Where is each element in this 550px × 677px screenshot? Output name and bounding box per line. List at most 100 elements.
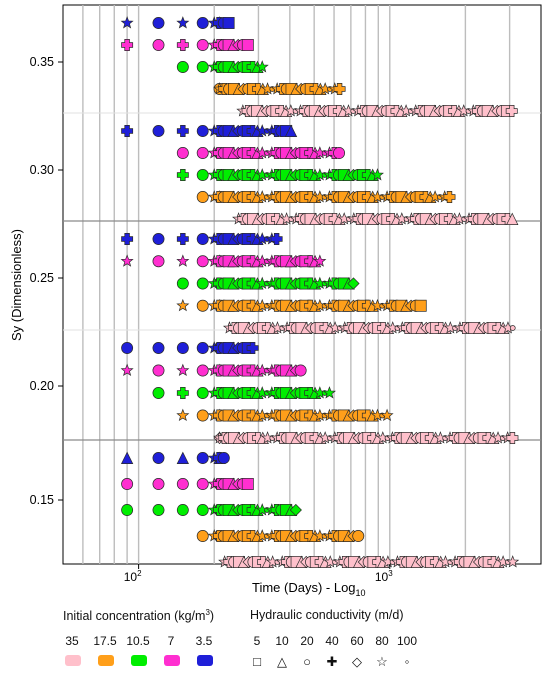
series-row-10.5 [121,503,302,517]
marker-star [322,386,336,399]
marker-star [313,254,327,267]
marker-circle [152,17,165,29]
series-row-17.5 [196,190,456,204]
sy-group-0.15 [120,451,520,569]
marker-circle [352,530,365,542]
marker-triangle [506,212,519,225]
series-row-3.5 [121,341,259,355]
marker-circle [152,255,165,268]
marker-circle [176,277,189,290]
marker-cross [270,233,283,245]
marker-small-circle [509,325,516,331]
marker-circle [152,125,165,137]
marker-cross [333,83,346,95]
series-row-10.5 [176,60,269,74]
series-row-7 [120,363,307,377]
marker-diamond [347,277,360,290]
marker-cross [443,191,456,203]
series-row-3.5 [121,232,283,246]
marker-circle [152,39,165,51]
marker-circle [121,504,134,516]
marker-circle [176,504,189,516]
marker-circle [196,478,209,490]
marker-circle [196,125,209,137]
sy-group-0.20 [120,341,519,445]
marker-triangle [284,124,298,137]
marker-cross [176,387,189,399]
marker-circle [196,387,209,399]
series-row-17.5 [196,529,365,543]
marker-star [176,363,190,377]
marker-cross [176,39,189,51]
marker-circle [333,147,346,159]
series-row-35 [222,321,516,335]
marker-cross [121,125,134,137]
marker-circle [217,452,230,464]
x-axis-label: Time (Days) - Log10 [252,580,366,598]
marker-circle [196,299,209,312]
marker-circle [196,364,209,377]
x-tick-label: 102 [124,569,142,584]
marker-square [241,478,254,490]
series-row-3.5 [120,451,230,464]
series-row-35 [213,431,519,445]
series-row-7 [176,146,346,160]
marker-circle [152,233,165,245]
y-tick-label: 0.30 [30,163,54,177]
marker-circle [176,61,189,73]
marker-circle [196,277,209,290]
series-row-35 [218,555,520,569]
marker-star [120,363,134,377]
marker-circle [294,364,307,377]
y-tick-label: 0.15 [30,493,54,507]
marker-star [176,16,190,29]
marker-cross [121,39,134,51]
series-row-17.5 [176,408,394,422]
y-tick-label: 0.25 [30,271,54,285]
series-row-10.5 [176,168,384,182]
marker-circle [196,61,209,73]
marker-circle [196,39,209,51]
marker-circle [196,530,209,542]
y-axis-label: Sy (Dimensionless) [9,229,24,341]
marker-square [241,39,254,51]
marker-circle [196,169,209,181]
series-row-10.5 [176,276,360,290]
marker-circle [176,147,189,159]
marker-circle [152,387,165,399]
marker-circle [121,342,134,354]
marker-circle [152,342,165,354]
sy-group-0.35 [120,16,518,118]
marker-cross [505,105,518,117]
marker-cross [176,169,189,181]
marker-circle [152,364,165,377]
marker-circle [196,452,209,464]
series-row-17.5 [176,298,427,312]
marker-circle [196,504,209,516]
sy-group-0.25 [120,232,516,335]
marker-circle [176,342,189,354]
marker-triangle [120,451,134,464]
series-row-3.5 [121,124,298,138]
x-axis-ticks: 102 103 [124,564,393,584]
marker-circle [196,17,209,29]
marker-circle [152,478,165,490]
series-row-7 [121,477,254,491]
marker-cross [121,233,134,245]
marker-circle [196,233,209,245]
x-tick-label: 103 [375,569,393,584]
marker-circle [196,147,209,159]
series-row-17.5 [213,82,346,96]
sy-group-0.30 [121,124,519,226]
series-row-10.5 [152,386,336,400]
marker-circle [196,255,209,268]
marker-star [120,16,134,29]
marker-star [176,408,190,422]
marker-star [176,254,190,267]
marker-cross [176,233,189,245]
marker-circle [152,504,165,516]
data-marks [120,16,520,569]
marker-circle [176,478,189,490]
marker-star [120,254,134,267]
